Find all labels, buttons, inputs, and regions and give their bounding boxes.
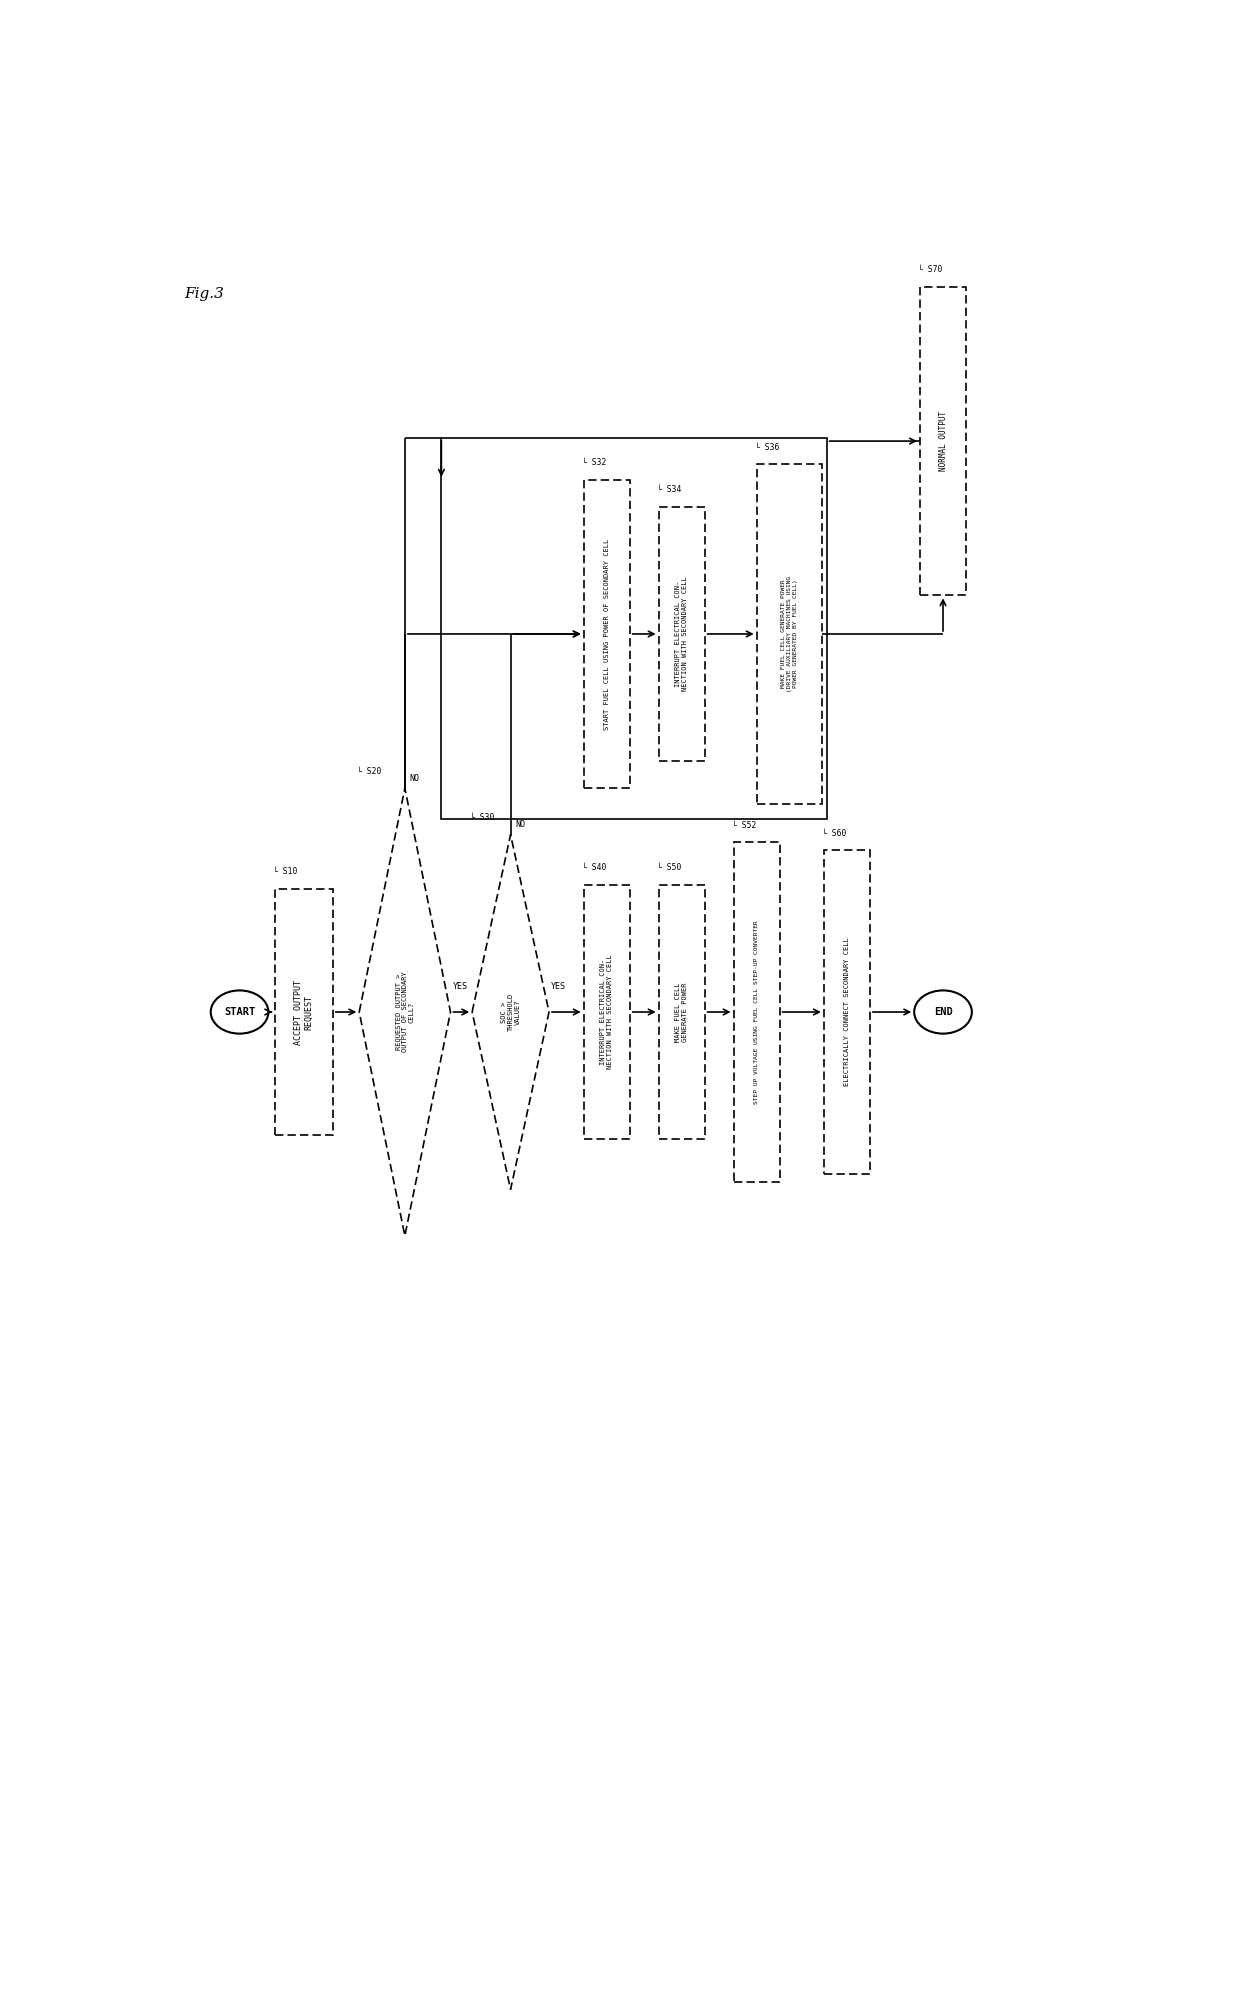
FancyBboxPatch shape	[920, 287, 966, 595]
Text: YES: YES	[551, 982, 565, 990]
Text: └ S36: └ S36	[755, 443, 779, 451]
Text: └ S20: └ S20	[357, 768, 382, 776]
Text: NORMAL OUTPUT: NORMAL OUTPUT	[939, 411, 947, 471]
Text: └ S60: └ S60	[822, 828, 847, 838]
Text: INTERRUPT ELECTRICAL CON-
NECTION WITH SECONDARY CELL: INTERRUPT ELECTRICAL CON- NECTION WITH S…	[600, 954, 613, 1070]
Ellipse shape	[211, 990, 268, 1034]
Text: ELECTRICALLY CONNECT SECONDARY CELL: ELECTRICALLY CONNECT SECONDARY CELL	[844, 938, 849, 1086]
Text: STEP UP VOLTAGE USING FUEL CELL STEP-UP CONVERTER: STEP UP VOLTAGE USING FUEL CELL STEP-UP …	[754, 920, 759, 1104]
Text: NO: NO	[409, 774, 419, 782]
FancyBboxPatch shape	[584, 884, 630, 1140]
Text: Fig.3: Fig.3	[184, 287, 223, 301]
Text: └ S40: └ S40	[582, 864, 606, 872]
Text: START: START	[224, 1008, 255, 1016]
Text: START FUEL CELL USING POWER OF SECONDARY CELL: START FUEL CELL USING POWER OF SECONDARY…	[604, 539, 610, 729]
Text: ACCEPT OUTPUT
REQUEST: ACCEPT OUTPUT REQUEST	[294, 980, 314, 1044]
Text: MAKE FUEL CELL GENERATE POWER
(DRIVE AUXILIARY MACHINES USING
POWER GENERATED BY: MAKE FUEL CELL GENERATE POWER (DRIVE AUX…	[781, 575, 797, 691]
FancyBboxPatch shape	[584, 479, 630, 788]
Text: INTERRUPT ELECTRICAL CON-
NECTION WITH SECONDARY CELL: INTERRUPT ELECTRICAL CON- NECTION WITH S…	[675, 577, 688, 691]
Text: └ S52: └ S52	[732, 822, 756, 830]
Text: └ S70: └ S70	[918, 265, 942, 275]
FancyBboxPatch shape	[275, 888, 332, 1136]
FancyBboxPatch shape	[756, 465, 822, 804]
Polygon shape	[360, 788, 450, 1236]
FancyBboxPatch shape	[658, 507, 704, 762]
Polygon shape	[472, 834, 549, 1190]
Text: REQUESTED OUTPUT >
OUTPUT OF SECONDARY
CELL?: REQUESTED OUTPUT > OUTPUT OF SECONDARY C…	[394, 972, 415, 1052]
Text: └ S30: └ S30	[470, 814, 495, 822]
Text: SOC >
THRESHOLD
VALUE?: SOC > THRESHOLD VALUE?	[501, 992, 521, 1032]
FancyBboxPatch shape	[734, 842, 780, 1182]
Text: NO: NO	[516, 820, 526, 830]
Text: └ S50: └ S50	[657, 864, 681, 872]
FancyBboxPatch shape	[823, 850, 870, 1174]
Text: END: END	[934, 1008, 952, 1016]
Ellipse shape	[914, 990, 972, 1034]
Text: └ S34: └ S34	[657, 485, 681, 495]
FancyBboxPatch shape	[658, 884, 704, 1140]
Text: MAKE FUEL CELL
GENERATE POWER: MAKE FUEL CELL GENERATE POWER	[675, 982, 688, 1042]
Text: └ S10: └ S10	[273, 868, 298, 876]
Text: YES: YES	[453, 982, 467, 990]
Text: └ S32: └ S32	[582, 459, 606, 467]
